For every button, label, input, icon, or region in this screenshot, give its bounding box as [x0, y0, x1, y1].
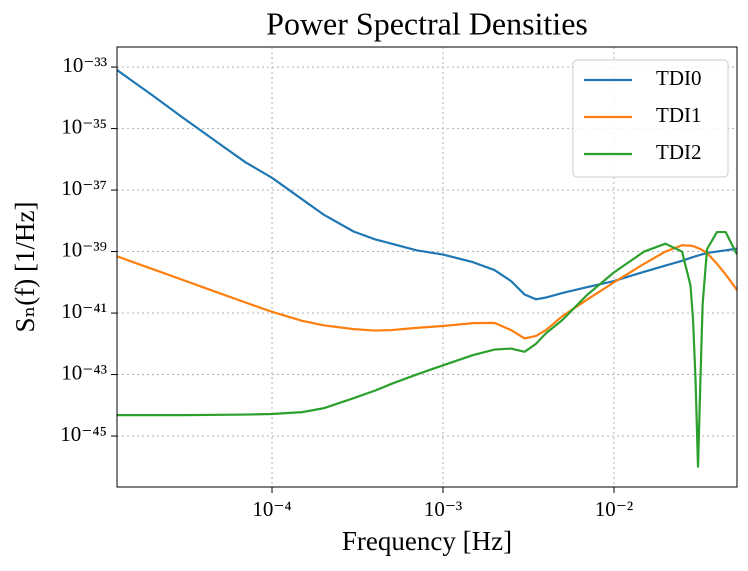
legend-label: TDI0 — [656, 66, 702, 90]
x-axis-label: Frequency [Hz] — [342, 526, 512, 556]
y-tick-label: 10⁻⁴³ — [61, 360, 107, 384]
legend-label: TDI2 — [656, 140, 702, 164]
y-tick-label: 10⁻³⁵ — [61, 114, 107, 138]
y-tick-label: 10⁻³⁹ — [61, 237, 107, 261]
legend-label: TDI1 — [656, 103, 702, 127]
x-tick-label: 10⁻² — [595, 497, 633, 521]
series-line — [117, 69, 737, 301]
legend-box — [572, 59, 729, 178]
plot-frame — [116, 46, 738, 488]
x-tick-label: 10⁻⁴ — [252, 497, 291, 521]
series-line — [117, 244, 737, 340]
x-tick-label: 10⁻³ — [424, 497, 462, 521]
series-line — [117, 230, 737, 468]
y-axis-label: Sₙ(f) [1/Hz] — [10, 202, 40, 333]
y-tick-label: 10⁻³⁷ — [61, 176, 107, 200]
plot-lines — [117, 69, 737, 468]
y-tick-label: 10⁻⁴¹ — [61, 299, 107, 323]
chart-title: Power Spectral Densities — [266, 5, 588, 41]
legend: TDI0 TDI1 TDI2 — [572, 59, 729, 178]
y-tick-label: 10⁻⁴⁵ — [60, 422, 107, 446]
y-tick-label: 10⁻³³ — [62, 53, 107, 77]
